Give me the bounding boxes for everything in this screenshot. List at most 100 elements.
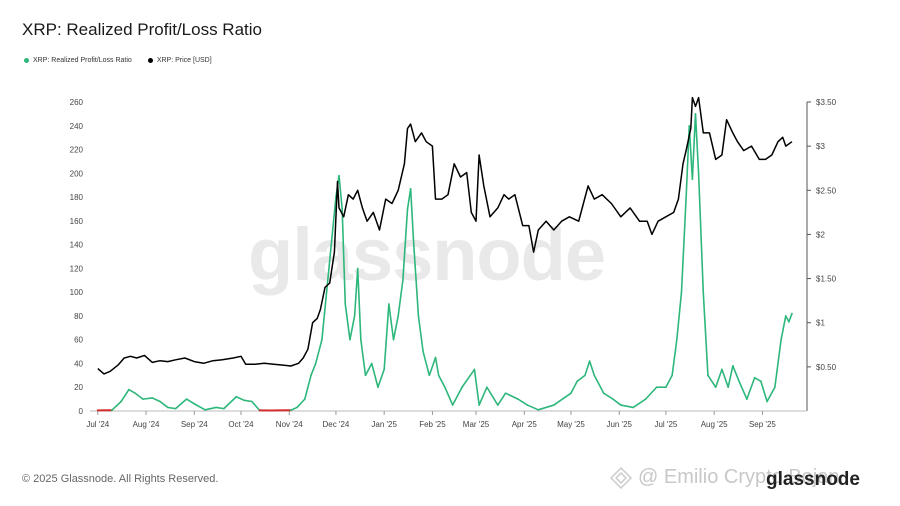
price-line <box>97 96 793 375</box>
ratio-line-segment <box>694 113 700 175</box>
x-tick-label: Mar '25 <box>463 420 490 429</box>
ratio-line-segment <box>330 196 337 246</box>
ratio-line-segment <box>732 365 740 383</box>
x-tick-label: Dec '24 <box>322 420 349 429</box>
copyright-text: © 2025 Glassnode. All Rights Reserved. <box>22 473 219 485</box>
y-right-tick-label: $3 <box>816 142 825 151</box>
x-tick-label: May '25 <box>557 420 585 429</box>
x-tick-label: Jan '25 <box>371 420 397 429</box>
footer-brand: @ Emilio Crypto Bojan glassnode <box>610 466 860 490</box>
x-tick-label: Oct '24 <box>228 420 254 429</box>
ratio-line-segment <box>303 374 312 400</box>
ratio-line-segment <box>370 362 379 389</box>
ratio-line-segment <box>353 267 359 317</box>
y-left-tick-label: 160 <box>70 217 84 226</box>
ratio-line-segment <box>321 291 328 341</box>
x-tick-label: Sep '25 <box>749 420 776 429</box>
x-tick-label: Nov '24 <box>276 420 303 429</box>
ratio-line-segment <box>364 362 373 377</box>
ratio-line-segment <box>680 196 687 293</box>
ratio-line-segment <box>422 350 431 377</box>
ratio-line-segment <box>110 400 122 412</box>
ratio-line-segment <box>553 392 572 406</box>
y-left-tick-label: 220 <box>70 146 84 155</box>
ratio-line-segment <box>497 392 507 406</box>
ratio-line-segment <box>537 404 555 411</box>
ratio-line-segment <box>644 386 658 400</box>
x-tick-label: Jul '24 <box>86 420 109 429</box>
ratio-line-segment <box>215 406 225 410</box>
ratio-line-segment <box>360 338 367 377</box>
ratio-line-segment <box>128 388 136 394</box>
ratio-line-segment <box>338 174 343 210</box>
y-left-tick-label: 60 <box>74 336 83 345</box>
ratio-line-segment <box>193 403 206 411</box>
ratio-line-segment <box>134 392 144 400</box>
y-left-tick-label: 100 <box>70 288 84 297</box>
ratio-line-segment <box>788 312 793 323</box>
ratio-line-segment <box>417 315 424 353</box>
ratio-line-segment <box>784 315 790 323</box>
legend-item-price[interactable]: XRP: Price [USD] <box>147 57 212 64</box>
ratio-line-segment <box>665 374 673 389</box>
ratio-line-segment <box>774 338 782 389</box>
ratio-line-segment <box>437 374 446 389</box>
chart-legend: XRP: Realized Profit/Loss Ratio XRP: Pri… <box>24 57 212 64</box>
ratio-line-segment <box>738 380 748 400</box>
y-left-tick-label: 40 <box>74 359 83 368</box>
glassnode-logo-text: glassnode <box>766 469 860 490</box>
x-tick-label: Apr '25 <box>512 420 538 429</box>
legend-item-ratio[interactable]: XRP: Realized Profit/Loss Ratio <box>24 57 132 64</box>
ratio-line-segment <box>576 374 586 383</box>
ratio-line-segment <box>142 397 154 400</box>
ratio-line-segment <box>676 291 683 341</box>
ratio-line-segment <box>593 374 605 394</box>
y-right-tick-label: $2 <box>816 230 825 239</box>
x-tick-label: Jul '25 <box>654 420 677 429</box>
ratio-line-segment <box>296 398 306 409</box>
ratio-line-segment <box>517 398 529 406</box>
chart-title: XRP: Realized Profit/Loss Ratio <box>22 20 262 39</box>
y-left-tick-label: 200 <box>70 169 84 178</box>
y-left-tick-label: 140 <box>70 241 84 250</box>
ratio-line-segment <box>289 406 298 412</box>
legend-swatch-ratio <box>24 58 29 63</box>
ratio-line-segment <box>602 392 614 400</box>
ratio-line-segment <box>310 362 317 377</box>
ratio-line-segment <box>632 398 647 409</box>
watermark: glassnode <box>248 213 606 296</box>
ratio-line-segment <box>204 406 217 411</box>
ratio-line-segment <box>167 406 177 410</box>
overlay-credit-text: @ Emilio Crypto Bojan <box>638 466 840 488</box>
ratio-line-segment <box>766 386 776 403</box>
ratio-line-segment <box>388 303 395 341</box>
ratio-line-segment <box>314 338 323 365</box>
ratio-line-segment <box>746 376 756 400</box>
y-right-tick-label: $3.50 <box>816 98 837 107</box>
ratio-line-segment <box>721 368 729 389</box>
ratio-line-segment <box>702 291 709 377</box>
y-right-tick-label: $0.50 <box>816 363 837 372</box>
legend-label-price: XRP: Price [USD] <box>156 57 212 64</box>
ratio-line-segment <box>478 386 488 406</box>
y-left-tick-label: 240 <box>70 122 84 131</box>
x-tick-label: Aug '25 <box>701 420 728 429</box>
ratio-line-segment <box>159 400 169 409</box>
y-left-tick-label: 120 <box>70 264 84 273</box>
legend-label-ratio: XRP: Realized Profit/Loss Ratio <box>33 57 132 64</box>
ratio-line-segment <box>120 388 130 403</box>
ratio-line-segment <box>584 360 591 377</box>
ratio-line-segment <box>444 386 454 406</box>
ratio-line-segment <box>486 386 499 406</box>
ratio-line-segment <box>251 400 261 412</box>
y-left-tick-label: 0 <box>79 407 84 416</box>
ratio-line-segment <box>570 380 578 394</box>
ratio-line-segment <box>612 398 622 406</box>
ratio-line-segment <box>697 172 705 293</box>
ratio-line-segment <box>434 356 440 377</box>
ratio-line-segment <box>243 399 253 403</box>
ratio-line-segment <box>727 365 734 389</box>
x-tick-label: Aug '24 <box>133 420 160 429</box>
ratio-line-segment <box>235 395 245 402</box>
